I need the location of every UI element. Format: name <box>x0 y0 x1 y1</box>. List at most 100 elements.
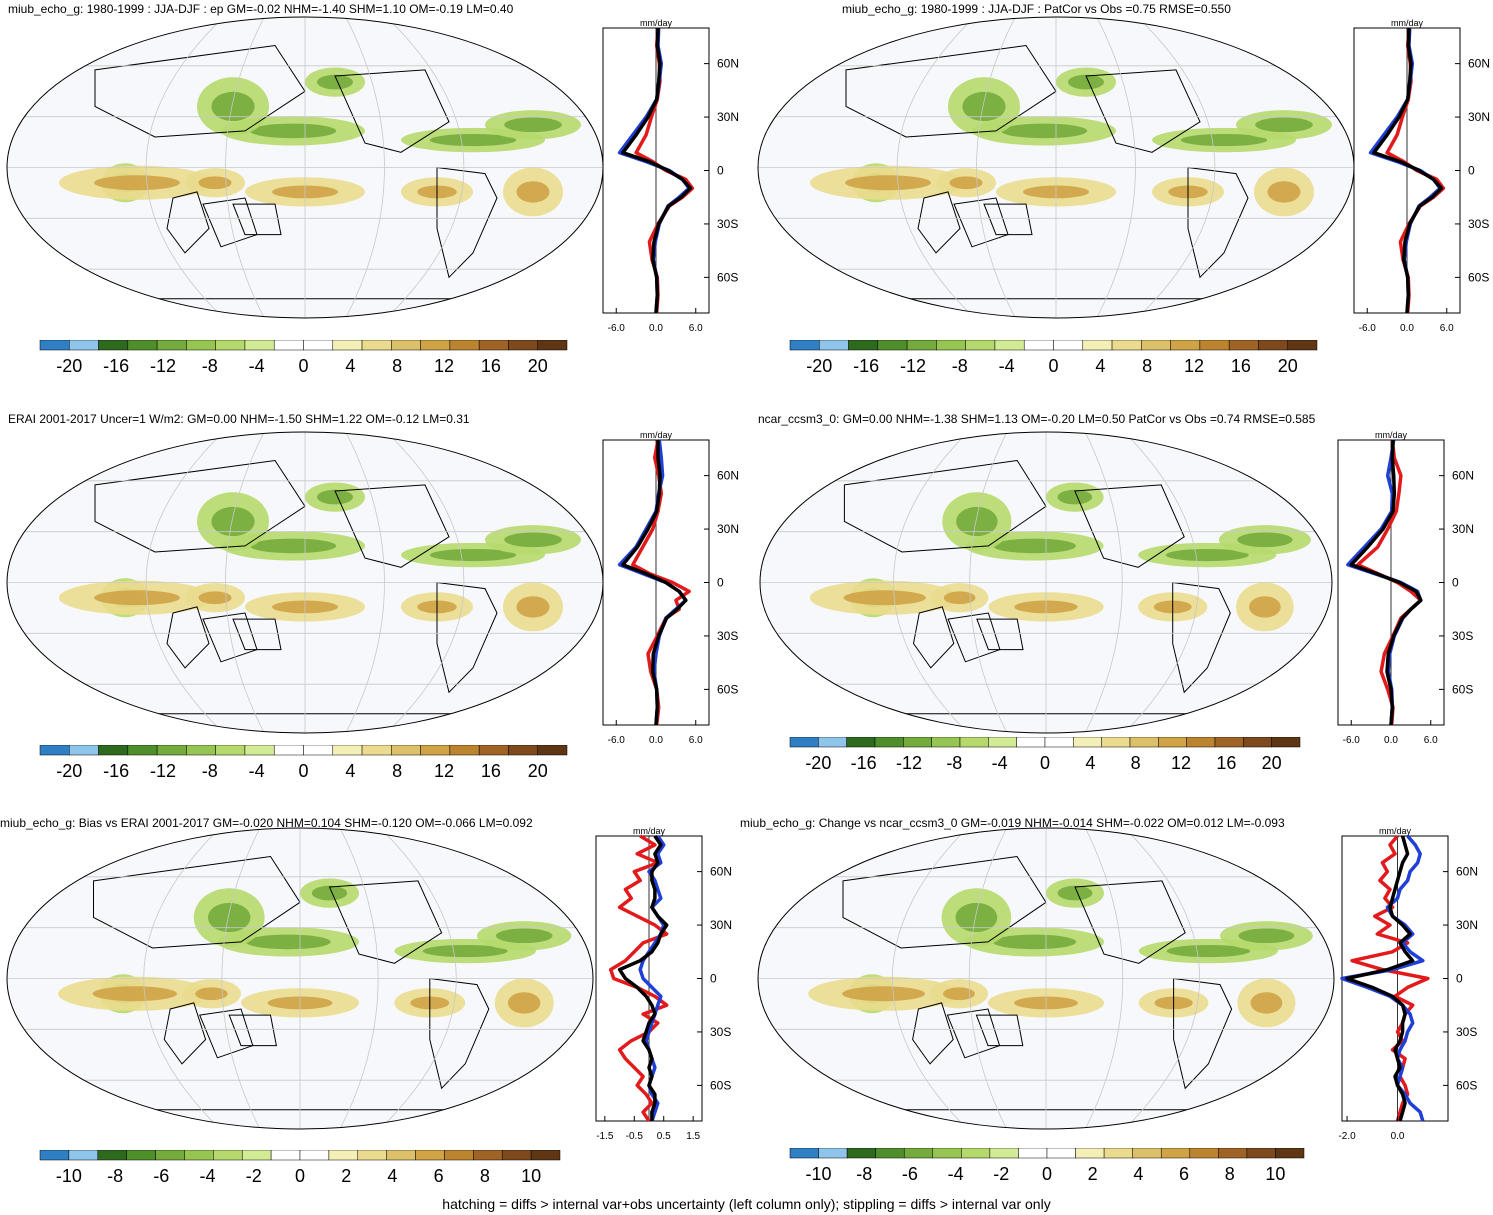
lat-tick-label: 60S <box>717 682 738 696</box>
coastline <box>912 1002 954 1065</box>
colorbar-swatch <box>69 745 99 756</box>
colorbar-swatch <box>818 1148 848 1159</box>
colorbar-swatch <box>1258 340 1288 351</box>
lat-tick-label: 30S <box>710 1025 731 1039</box>
map-border <box>6 827 594 1130</box>
colorbar-label: 16 <box>1216 753 1236 773</box>
coastline <box>232 203 282 236</box>
colorbar: -20 -16 -12 -8 -4 0 4 8 12 16 20 <box>789 737 1301 773</box>
lat-tick-label: 60S <box>1468 270 1489 284</box>
precip-anomaly-negative-core <box>249 123 337 139</box>
colorbar-label: 0 <box>298 356 308 376</box>
unit-label: mm/day <box>640 18 673 28</box>
colorbar-swatch <box>965 340 996 351</box>
precip-anomaly-positive-core <box>516 181 550 203</box>
colorbar-swatch <box>241 1150 272 1161</box>
coastline <box>163 1002 207 1065</box>
zonal-series-line <box>1340 834 1425 1122</box>
colorbar-swatch <box>1275 1148 1305 1159</box>
colorbar-swatch <box>789 737 819 748</box>
x-tick-label: -6.0 <box>608 735 626 746</box>
x-tick-label: -6.0 <box>608 323 626 334</box>
x-tick-label: -1.5 <box>596 1131 614 1142</box>
lat-tick-label: 30S <box>1452 629 1473 643</box>
colorbar-swatch <box>69 340 99 351</box>
colorbar-swatch <box>39 340 70 351</box>
precip-anomaly-negative-core <box>249 538 337 554</box>
panel-title: miub_echo_g: 1980-1999 : JJA-DJF : ep GM… <box>8 2 514 16</box>
colorbar-swatch <box>988 737 1017 748</box>
precip-anomaly-positive-core <box>198 176 232 190</box>
colorbar-swatch <box>1111 340 1142 351</box>
colorbar-swatch <box>1246 1148 1276 1159</box>
panel-title: miub_echo_g: Change vs ncar_ccsm3_0 GM=-… <box>740 816 1285 830</box>
panel-bottom-left: miub_echo_g: Bias vs ERAI 2001-2017 GM=-… <box>0 810 746 1215</box>
colorbar-label: 8 <box>392 356 402 376</box>
coastline <box>436 166 498 279</box>
lat-tick-label: 30N <box>1468 110 1490 124</box>
colorbar-label: 0 <box>1042 1164 1052 1184</box>
lat-tick-label: 60N <box>717 469 739 483</box>
colorbar-swatch <box>244 745 275 756</box>
precip-anomaly-negative-core <box>1166 944 1251 958</box>
precip-anomaly-negative-core <box>1255 117 1313 133</box>
colorbar-swatch <box>537 745 568 756</box>
precip-anomaly-negative-core <box>956 506 998 537</box>
colorbar-swatch <box>848 340 879 351</box>
colorbar-swatch <box>1044 737 1074 748</box>
panel-title: ncar_ccsm3_0: GM=0.00 NHM=-1.38 SHM=1.13… <box>758 412 1316 426</box>
colorbar-swatch <box>846 737 876 748</box>
colorbar-swatch <box>478 745 509 756</box>
colorbar-swatch <box>386 1150 416 1161</box>
colorbar-swatch <box>994 340 1025 351</box>
coastline <box>334 484 450 568</box>
colorbar-swatch <box>391 745 421 756</box>
colorbar-label: 0 <box>1040 753 1050 773</box>
colorbar-label: -10 <box>56 1166 82 1186</box>
precip-anomaly-positive-core <box>949 176 983 190</box>
colorbar-label: -12 <box>896 753 922 773</box>
colorbar-swatch <box>1243 737 1272 748</box>
x-tick-label: 6.0 <box>1440 323 1454 334</box>
colorbar-label: -6 <box>153 1166 169 1186</box>
colorbar-swatch <box>155 1150 185 1161</box>
zonal-mean-plot: mm/day 60N 30N 0 30S 60S -6.0 0.0 6.0 <box>602 430 739 746</box>
lat-tick-label: 60S <box>1452 682 1473 696</box>
zonal-series-line <box>638 835 666 1122</box>
coastline <box>94 44 306 138</box>
colorbar-swatch <box>303 745 334 756</box>
colorbar-swatch <box>530 1150 561 1161</box>
colorbar-swatch <box>127 745 158 756</box>
precip-anomaly-negative-core <box>495 928 553 944</box>
colorbar-swatch <box>877 340 908 351</box>
longitude-gridline <box>384 17 465 318</box>
colorbar-swatch <box>156 340 187 351</box>
lat-tick-label: 60N <box>1456 865 1478 879</box>
colorbar-swatch <box>932 1148 962 1159</box>
colorbar-swatch <box>508 745 538 756</box>
colorbar-label: 6 <box>1179 1164 1189 1184</box>
colorbar-label: 12 <box>1184 356 1204 376</box>
colorbar-label: 20 <box>1262 753 1282 773</box>
colorbar-label: 4 <box>1085 753 1095 773</box>
colorbar-swatch <box>270 1150 301 1161</box>
precip-anomaly-negative-core <box>311 885 348 901</box>
longitude-gridline <box>1121 432 1199 733</box>
panel-title: miub_echo_g: 1980-1999 : JJA-DJF : PatCo… <box>842 2 1231 16</box>
lat-tick-label: 60S <box>717 270 738 284</box>
colorbar-swatch <box>1018 1148 1048 1159</box>
precip-anomaly-negative-core <box>429 548 517 562</box>
zonal-mean-plot: mm/day 60N 30N 0 30S 60S -6.0 0.0 6.0 <box>1353 18 1490 334</box>
x-tick-label: 0.5 <box>657 1131 671 1142</box>
colorbar-swatch <box>1046 1148 1076 1159</box>
coastline <box>1074 880 1186 964</box>
precip-anomaly-negative-core <box>207 902 251 933</box>
colorbar-label: -16 <box>851 753 877 773</box>
coastline <box>917 191 961 254</box>
lat-tick-label: 0 <box>1456 972 1463 986</box>
colorbar-swatch <box>1189 1148 1219 1159</box>
lat-tick-label: 30S <box>1468 217 1489 231</box>
precip-anomaly-positive-core <box>845 175 931 191</box>
lat-tick-label: 30N <box>1452 522 1474 536</box>
colorbar-label: -12 <box>150 761 176 781</box>
